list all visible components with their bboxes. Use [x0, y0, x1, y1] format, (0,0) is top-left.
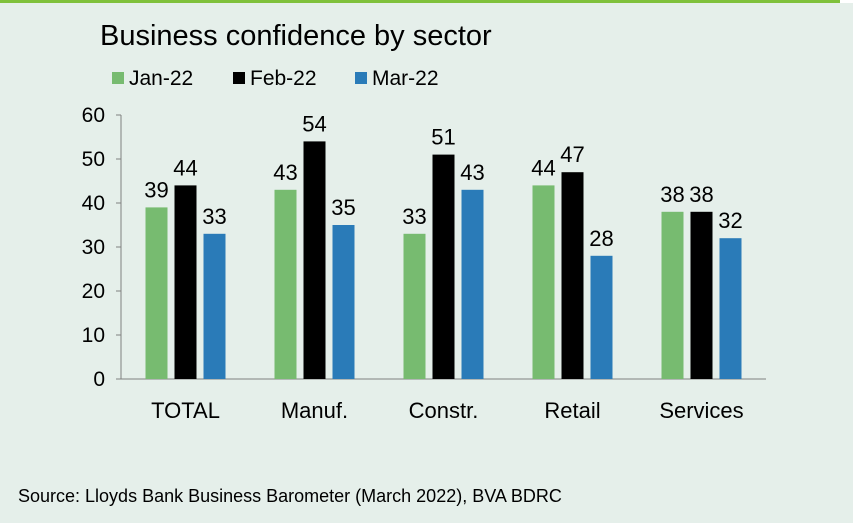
- x-axis: TOTAL Manuf. Constr. Retail Services: [121, 378, 766, 423]
- x-tick-label-0: TOTAL: [151, 398, 220, 423]
- y-tick-label-6: 60: [82, 104, 105, 127]
- chart-title: Business confidence by sector: [100, 20, 492, 52]
- bar-1-1: [303, 141, 326, 379]
- bar-2-1: [432, 154, 455, 379]
- y-tick-label-0: 0: [93, 368, 105, 391]
- bar-1-0: [274, 189, 297, 379]
- chart-legend: Jan-22 Feb-22 Mar-22: [112, 67, 439, 90]
- data-label-4-1: 38: [689, 182, 713, 207]
- x-tick-label-2: Constr.: [409, 398, 479, 423]
- data-label-0-0: 39: [144, 177, 168, 202]
- legend-label-1: Feb-22: [250, 67, 317, 90]
- bar-3-2: [590, 255, 613, 379]
- data-label-2-0: 33: [402, 204, 426, 229]
- legend-label-2: Mar-22: [372, 67, 439, 90]
- data-label-3-1: 47: [560, 142, 584, 167]
- data-label-3-0: 44: [531, 155, 555, 180]
- bar-0-0: [145, 207, 168, 379]
- bar-1-2: [332, 225, 355, 379]
- bar-3-0: [532, 185, 555, 379]
- x-tick-label-3: Retail: [544, 398, 600, 423]
- bar-0-1: [174, 185, 197, 379]
- x-tick-label-1: Manuf.: [281, 398, 348, 423]
- y-tick-label-4: 40: [82, 192, 105, 215]
- bar-chart: Jan-22 Feb-22 Mar-22 0 10 20 30 40 50 60 TOTAL Ma…: [82, 67, 766, 423]
- data-label-0-2: 33: [202, 204, 226, 229]
- bar-2-2: [461, 189, 484, 379]
- legend-swatch-1: [233, 72, 245, 84]
- x-tick-label-4: Services: [659, 398, 743, 423]
- bar-0-2: [203, 233, 226, 379]
- y-tick-label-5: 50: [82, 148, 105, 171]
- y-axis: 0 10 20 30 40 50 60: [82, 104, 122, 391]
- source-note: Source: Lloyds Bank Business Barometer (…: [18, 486, 562, 506]
- bar-4-0: [661, 211, 684, 379]
- data-label-2-2: 43: [460, 160, 484, 185]
- data-label-2-1: 51: [431, 125, 455, 150]
- legend-swatch-0: [112, 72, 124, 84]
- y-tick-label-2: 20: [82, 280, 105, 303]
- header-accent-gap: [840, 0, 853, 3]
- bar-2-0: [403, 233, 426, 379]
- bar-4-2: [719, 238, 742, 379]
- y-tick-label-1: 10: [82, 324, 105, 347]
- y-tick-label-3: 30: [82, 236, 105, 259]
- bar-4-1: [690, 211, 713, 379]
- data-label-3-2: 28: [589, 226, 613, 251]
- legend-swatch-2: [355, 72, 367, 84]
- bars: [145, 141, 742, 379]
- data-label-1-2: 35: [331, 195, 355, 220]
- data-label-1-1: 54: [302, 111, 326, 136]
- data-label-4-0: 38: [660, 182, 684, 207]
- data-label-1-0: 43: [273, 160, 297, 185]
- legend-label-0: Jan-22: [129, 67, 193, 90]
- data-label-0-1: 44: [173, 155, 197, 180]
- data-label-4-2: 32: [718, 208, 742, 233]
- header-accent-bar: [0, 0, 853, 3]
- bar-3-1: [561, 172, 584, 379]
